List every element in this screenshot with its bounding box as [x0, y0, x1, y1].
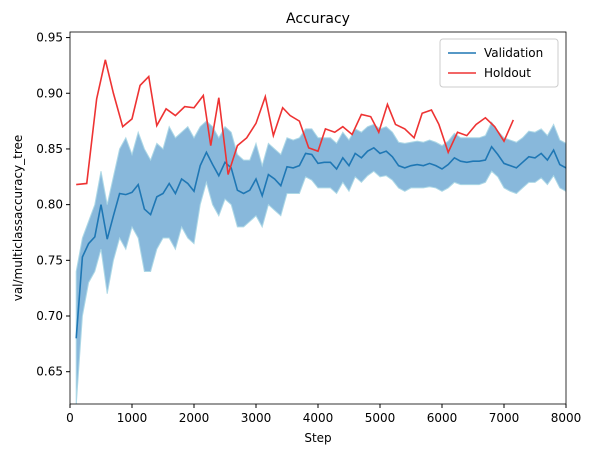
line [76, 59, 515, 186]
y-tick-label: 0.85 [36, 142, 63, 156]
chart-title: Accuracy [286, 11, 350, 27]
plot-frame [69, 31, 567, 405]
x-tick-label: 3000 [241, 411, 272, 425]
plot [75, 59, 566, 404]
band [75, 120, 566, 404]
y-tick-label: 0.95 [36, 31, 63, 45]
x-tick-label: 2000 [179, 411, 210, 425]
x-tick-label: 1000 [117, 411, 148, 425]
x-tick-label: 0 [66, 411, 74, 425]
x-tick-label: 5000 [365, 411, 396, 425]
x-tick-label: 8000 [551, 411, 582, 425]
legend-label: Validation [484, 46, 543, 60]
x-tick-label: 7000 [489, 411, 520, 425]
y-tick-label: 0.80 [36, 198, 63, 212]
x-tick-label: 6000 [427, 411, 458, 425]
x-tick-label: 4000 [303, 411, 334, 425]
y-tick-label: 0.70 [36, 309, 63, 323]
x-axis-label: Step [304, 431, 331, 445]
legend-box [439, 38, 559, 88]
y-tick-label: 0.75 [36, 253, 63, 267]
y-tick-label: 0.65 [36, 365, 63, 379]
line [75, 145, 566, 339]
legend-label: Holdout [484, 66, 531, 80]
y-axis-label: val/multiclassaccuracy_tree [11, 135, 25, 302]
y-tick-label: 0.90 [36, 86, 63, 100]
